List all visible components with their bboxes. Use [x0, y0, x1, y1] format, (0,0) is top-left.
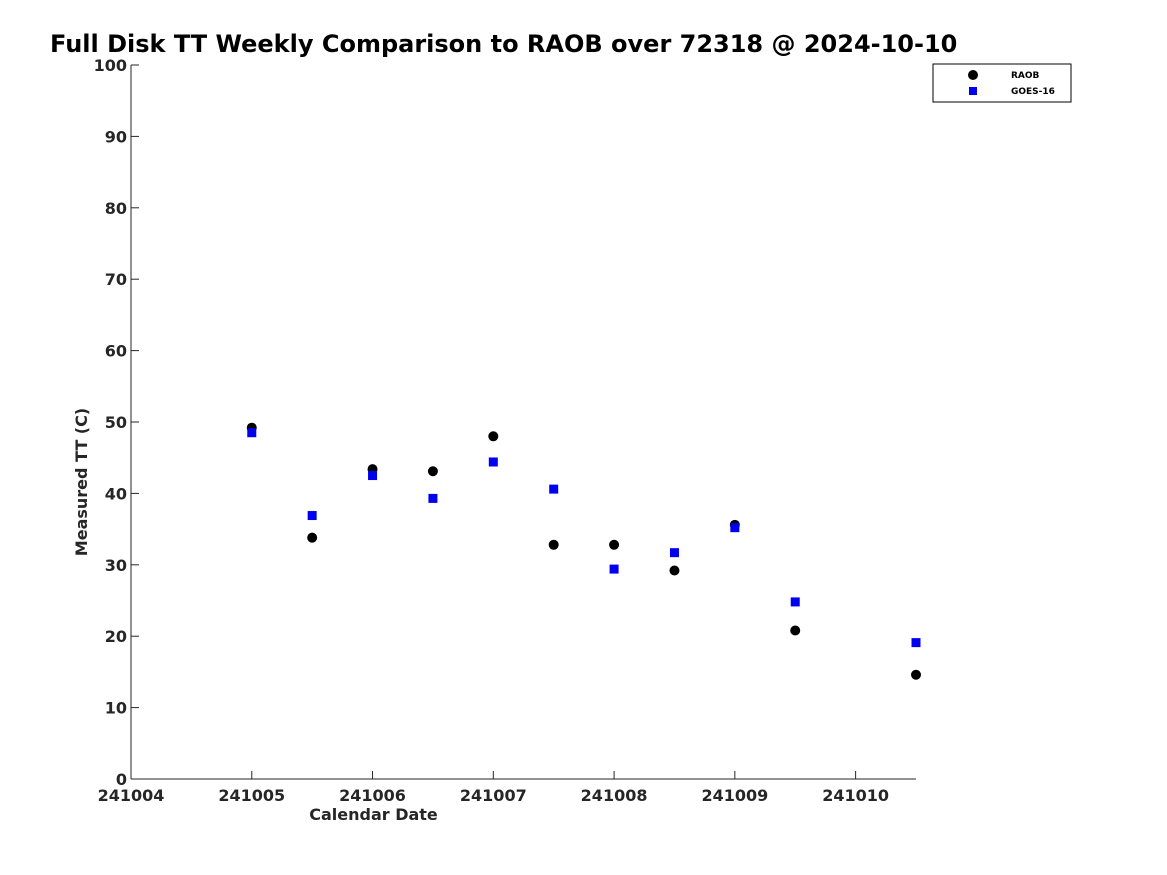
x-ticks: 241004 241005 241006 241007 241008 241009 2410…: [98, 771, 889, 805]
chart-title: Full Disk TT Weekly Comparison to RAOB o…: [50, 30, 957, 58]
y-tick-label: 30: [105, 556, 127, 575]
y-tick-label: 80: [105, 199, 127, 218]
point-goes-16: [307, 511, 317, 521]
data-points: [246, 422, 921, 680]
y-tick-label: 70: [105, 270, 127, 289]
point-raob: [548, 539, 559, 550]
point-raob: [609, 539, 620, 550]
y-tick-label: 10: [105, 699, 127, 718]
point-raob: [790, 625, 801, 636]
y-tick-label: 40: [105, 484, 127, 503]
y-tick-label: 20: [105, 627, 127, 646]
y-tick-label: 100: [94, 56, 127, 75]
x-tick-label: 241004: [98, 786, 165, 805]
x-tick-label: 241006: [339, 786, 406, 805]
point-goes-16: [911, 638, 921, 648]
y-tick-label: 0: [116, 770, 127, 789]
x-tick-label: 241010: [822, 786, 889, 805]
point-raob: [427, 466, 438, 477]
x-tick-label: 241005: [218, 786, 285, 805]
y-tick-label: 50: [105, 413, 127, 432]
x-tick-label: 241007: [460, 786, 527, 805]
point-goes-16: [669, 548, 679, 558]
point-raob: [307, 532, 318, 543]
point-raob: [488, 431, 499, 442]
legend-label: GOES-16: [1011, 87, 1055, 97]
point-goes-16: [790, 597, 800, 607]
point-raob: [911, 669, 921, 680]
x-tick-label: 241008: [581, 786, 648, 805]
point-goes-16: [730, 523, 740, 533]
x-axis-label: Calendar Date: [309, 805, 438, 824]
y-ticks: 0 10 20 30 40 50 60 70 80 90 100: [94, 56, 139, 789]
point-raob: [669, 565, 680, 576]
legend-marker: [969, 87, 977, 95]
point-goes-16: [428, 493, 438, 503]
point-goes-16: [609, 564, 619, 574]
legend-marker: [968, 70, 978, 80]
axes: [130, 65, 916, 780]
point-goes-16: [488, 457, 498, 467]
y-tick-label: 90: [105, 127, 127, 146]
x-tick-label: 241009: [701, 786, 768, 805]
point-goes-16: [549, 484, 559, 494]
y-tick-label: 60: [105, 342, 127, 361]
point-goes-16: [247, 428, 257, 438]
point-goes-16: [368, 471, 378, 481]
legend: RAOB GOES-16: [932, 63, 1072, 103]
legend-label: RAOB: [1011, 71, 1040, 81]
y-axis-label: Measured TT (C): [72, 408, 91, 556]
legend-entries: RAOB GOES-16: [968, 70, 1055, 97]
legend-box: [932, 63, 1072, 103]
